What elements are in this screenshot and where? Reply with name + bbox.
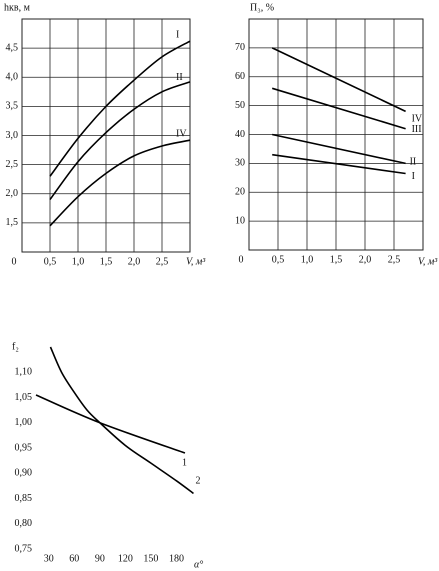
series-label: IV (412, 114, 423, 125)
x-tick-label: 2,5 (156, 256, 169, 267)
curve (49, 81, 191, 201)
curve (272, 133, 406, 165)
y-tick-label: 50 (235, 100, 245, 111)
y-tick-label: 0,95 (15, 442, 33, 453)
y-tick-label: 20 (235, 187, 245, 198)
y-tick-label: 4,0 (6, 72, 19, 83)
x-tick-label: 2,0 (359, 254, 372, 265)
curve (271, 87, 406, 130)
y-tick-label: 0,90 (15, 468, 33, 479)
x-tick-label: 1,5 (100, 256, 113, 267)
x-axis-label: α° (194, 559, 203, 570)
series-label: II (176, 72, 183, 83)
y-tick-label: 1,5 (6, 217, 19, 228)
x-tick-label: 150 (143, 553, 158, 564)
x-tick-label: 2,5 (388, 254, 401, 265)
x-tick-label: 0 (239, 254, 244, 265)
y-tick-label: 3,0 (6, 130, 19, 141)
curve (35, 394, 186, 454)
curve (49, 40, 191, 177)
x-axis-label: V, м³ (186, 256, 206, 267)
y-axis-label: f₂ (12, 341, 19, 352)
y-tick-label: 0,85 (15, 493, 33, 504)
y-tick-label: 70 (235, 42, 245, 53)
series-label: 2 (195, 476, 200, 487)
y-tick-label: 10 (235, 215, 245, 226)
y-axis-label: П₃, % (250, 2, 274, 13)
y-tick-label: 40 (235, 129, 245, 140)
x-tick-label: 60 (69, 553, 79, 564)
x-tick-label: 1,0 (301, 254, 314, 265)
series-label: II (410, 157, 417, 168)
x-tick-label: 30 (44, 553, 54, 564)
series-label: III (412, 124, 422, 135)
y-tick-label: 0,75 (15, 543, 33, 554)
y-tick-label: 3,5 (6, 101, 19, 112)
y-tick-label: 4,5 (6, 42, 19, 53)
curve (49, 346, 194, 495)
x-tick-label: 2,0 (128, 256, 141, 267)
y-tick-label: 0,80 (15, 518, 33, 529)
y-tick-label: 2,5 (6, 159, 19, 170)
x-tick-label: 0 (12, 256, 17, 267)
y-tick-label: 1,10 (15, 367, 33, 378)
series-label: 1 (182, 457, 187, 468)
y-axis-label: hкв, м (4, 2, 31, 13)
x-axis-label: V, м³ (418, 256, 438, 267)
x-tick-label: 120 (118, 553, 133, 564)
x-tick-label: 0,5 (44, 256, 57, 267)
curve (272, 153, 406, 175)
y-tick-label: 30 (235, 158, 245, 169)
series-label: I (412, 171, 415, 182)
y-tick-label: 1,05 (15, 392, 33, 403)
series-label: I (176, 29, 179, 40)
x-tick-label: 1,0 (72, 256, 85, 267)
curve (271, 47, 406, 113)
y-tick-label: 60 (235, 71, 245, 82)
x-tick-label: 0,5 (272, 254, 285, 265)
curve (49, 139, 191, 227)
y-tick-label: 2,0 (6, 188, 19, 199)
x-tick-label: 90 (95, 553, 105, 564)
y-tick-label: 1,00 (15, 417, 33, 428)
series-label: IV (176, 128, 187, 139)
x-tick-label: 1,5 (330, 254, 343, 265)
x-tick-label: 180 (169, 553, 184, 564)
